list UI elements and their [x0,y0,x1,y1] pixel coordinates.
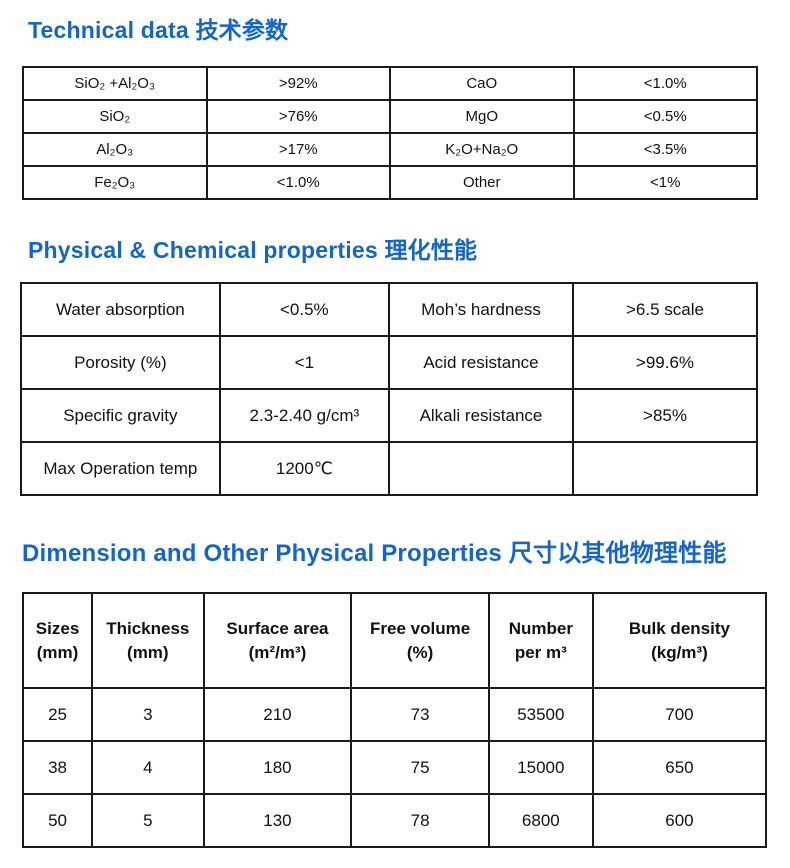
table-cell: Max Operation temp [20,441,221,496]
table-cell: >99.6% [571,335,759,390]
column-header-thickness: Thickness (mm) [91,592,205,689]
table-cell: 53500 [487,687,594,742]
table-cell: <0.5% [218,282,390,337]
table-cell: Acid resistance [387,335,574,390]
table-cell: 6800 [487,793,594,848]
table-cell: 650 [591,740,768,795]
table-cell: <1.0% [572,66,758,101]
table-row: Max Operation temp 1200℃ [20,441,759,496]
table-cell: 1200℃ [218,441,390,496]
table-cell: 210 [202,687,353,742]
table-cell: Moh’s hardness [387,282,574,337]
table-row: 50 5 130 78 6800 600 [21,793,768,848]
table-cell: 38 [21,740,94,795]
table-cell: Alkali resistance [387,388,574,443]
table-cell: SiO₂ +Al₂O₃ [22,66,208,101]
table-header-row: Sizes (mm) Thickness (mm) Surface area (… [21,592,768,689]
technical-data-table: SiO₂ +Al₂O₃ >92% CaO <1.0% SiO₂ >76% MgO… [22,66,758,200]
table-row: 25 3 210 73 53500 700 [21,687,768,742]
table-row: 38 4 180 75 15000 650 [21,740,768,795]
table-cell: >6.5 scale [571,282,759,337]
table-cell: Specific gravity [20,388,221,443]
physical-chemical-properties-table: Water absorption <0.5% Moh’s hardness >6… [20,282,759,496]
table-cell: >85% [571,388,759,443]
table-cell: <1% [572,165,758,200]
table-cell: 5 [91,793,205,848]
table-row: SiO₂ +Al₂O₃ >92% CaO <1.0% [22,66,758,101]
table-cell: 600 [591,793,768,848]
dimension-properties-table: Sizes (mm) Thickness (mm) Surface area (… [21,592,768,848]
table-cell: 75 [350,740,490,795]
table-cell: <1 [218,335,390,390]
table-row: Fe₂O₃ <1.0% Other <1% [22,165,758,200]
column-header-surface-area: Surface area (m²/m³) [202,592,353,689]
table-cell: Fe₂O₃ [22,165,208,200]
table-cell: Other [389,165,575,200]
table-row: Al₂O₃ >17% K₂O+Na₂O <3.5% [22,132,758,167]
table-cell: 3 [91,687,205,742]
table-cell: >76% [205,99,391,134]
column-header-free-volume: Free volume (%) [350,592,490,689]
table-cell: 700 [591,687,768,742]
table-cell: Porosity (%) [20,335,221,390]
table-cell: SiO₂ [22,99,208,134]
table-cell: <0.5% [572,99,758,134]
table-cell: >17% [205,132,391,167]
table-cell: 180 [202,740,353,795]
table-cell: >92% [205,66,391,101]
table-cell: <1.0% [205,165,391,200]
table-cell: K₂O+Na₂O [389,132,575,167]
table-cell: 78 [350,793,490,848]
table-row: Porosity (%) <1 Acid resistance >99.6% [20,335,759,390]
table-row: Water absorption <0.5% Moh’s hardness >6… [20,282,759,337]
table-cell: MgO [389,99,575,134]
table-cell: Water absorption [20,282,221,337]
table-cell [571,441,759,496]
table-cell: 4 [91,740,205,795]
table-cell: 130 [202,793,353,848]
table-cell: 50 [21,793,94,848]
section-title-technical-data: Technical data 技术参数 [28,17,289,43]
table-cell: 2.3-2.40 g/cm³ [218,388,390,443]
section-title-physical-chemical-properties: Physical & Chemical properties 理化性能 [28,237,478,263]
table-row: SiO₂ >76% MgO <0.5% [22,99,758,134]
column-header-bulk-density: Bulk density (kg/m³) [591,592,768,689]
table-cell: 25 [21,687,94,742]
table-cell: 73 [350,687,490,742]
table-cell: <3.5% [572,132,758,167]
table-row: Specific gravity 2.3-2.40 g/cm³ Alkali r… [20,388,759,443]
section-title-dimension-properties: Dimension and Other Physical Properties … [22,540,727,567]
table-cell: CaO [389,66,575,101]
table-cell: 15000 [487,740,594,795]
column-header-number-per-m3: Number per m³ [487,592,594,689]
column-header-sizes: Sizes (mm) [21,592,94,689]
table-cell [387,441,574,496]
table-cell: Al₂O₃ [22,132,208,167]
